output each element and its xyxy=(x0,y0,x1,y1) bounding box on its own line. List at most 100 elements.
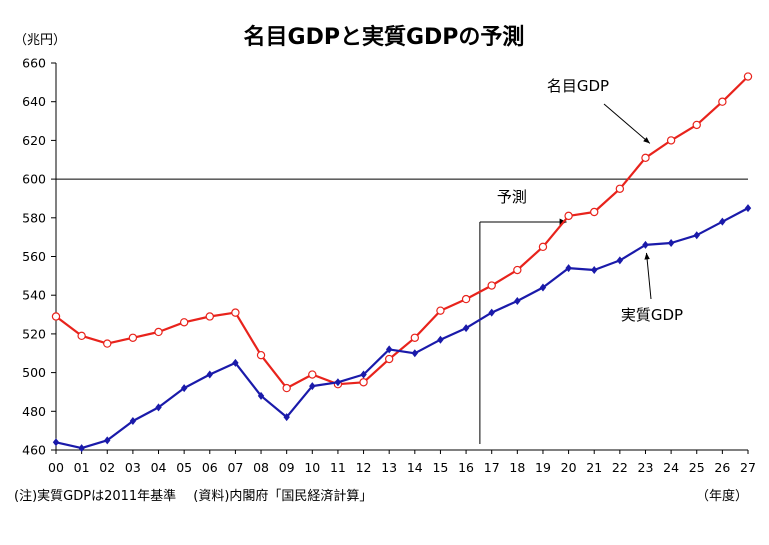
x-tick-label: 11 xyxy=(330,460,346,475)
series-1-point xyxy=(283,413,290,422)
series-1-point xyxy=(744,204,752,213)
series-1-point xyxy=(462,324,470,333)
x-tick-label: 08 xyxy=(253,460,269,475)
x-tick-label: 21 xyxy=(586,460,602,475)
x-tick-label: 17 xyxy=(484,460,500,475)
series-0-point xyxy=(692,120,701,130)
series-1-point xyxy=(437,335,444,344)
series-1-point xyxy=(52,438,60,447)
series-1-point xyxy=(719,217,726,226)
series-0-point xyxy=(461,294,471,304)
series-0-point xyxy=(51,312,61,321)
series-1-point xyxy=(642,240,649,249)
y-tick-label: 620 xyxy=(22,133,46,148)
series-1-point xyxy=(591,266,598,275)
series-1-point xyxy=(129,416,137,425)
y-tick-label: 500 xyxy=(22,365,46,380)
x-tick-label: 03 xyxy=(125,460,141,475)
x-tick-label: 16 xyxy=(458,460,474,475)
series-0-point xyxy=(179,318,189,327)
series-0-point xyxy=(487,281,496,290)
series-0-point xyxy=(282,383,291,393)
series-1-point xyxy=(360,370,367,379)
series-1-point xyxy=(488,308,495,317)
series-1-point xyxy=(104,436,111,445)
series-1-point xyxy=(334,378,342,387)
series-1-point xyxy=(180,384,188,393)
y-axis-unit: （兆円） xyxy=(14,33,66,48)
x-tick-label: 15 xyxy=(432,460,448,475)
forecast-label: 予測 xyxy=(497,188,527,206)
real-pointer-head xyxy=(644,252,650,260)
series-0-point xyxy=(718,97,727,106)
y-tick-label: 640 xyxy=(22,94,46,109)
x-tick-label: 24 xyxy=(663,460,679,475)
x-tick-label: 26 xyxy=(714,460,730,475)
series-0-point xyxy=(308,370,317,379)
x-tick-label: 18 xyxy=(509,460,525,475)
series-0-point xyxy=(564,211,573,221)
series-1-point xyxy=(565,264,572,273)
series-0-point xyxy=(231,308,240,317)
series-1-point xyxy=(411,349,419,358)
series-0-point xyxy=(128,333,138,342)
x-tick-label: 09 xyxy=(279,460,295,475)
series-0-point xyxy=(77,331,86,341)
y-tick-label: 660 xyxy=(22,56,46,71)
series-0-point xyxy=(410,333,420,342)
y-tick-label: 480 xyxy=(22,404,46,419)
series-1-point xyxy=(232,358,239,367)
y-tick-label: 540 xyxy=(22,288,46,303)
x-tick-label: 25 xyxy=(689,460,705,475)
series-line-1 xyxy=(55,207,749,450)
series-0-point xyxy=(205,312,214,321)
series-label-nominal: 名目GDP xyxy=(547,77,609,95)
x-tick-label: 07 xyxy=(227,460,243,475)
series-0-point xyxy=(641,153,650,163)
series-1-point xyxy=(616,256,624,265)
x-tick-label: 14 xyxy=(407,460,423,475)
x-tick-label: 06 xyxy=(202,460,218,475)
y-tick-label: 460 xyxy=(22,443,46,458)
nominal-pointer-line xyxy=(603,103,651,144)
series-1-point xyxy=(206,370,213,379)
x-tick-label: 10 xyxy=(304,460,320,475)
x-tick-label: 23 xyxy=(638,460,654,475)
x-tick-label: 04 xyxy=(151,460,167,475)
series-1-point xyxy=(257,391,265,400)
plot-layer: 460 480 500 520 540 560 580 600 620 640 660 00 01 02 0… xyxy=(22,56,756,476)
chart-title: 名目GDPと実質GDPの予測 xyxy=(244,24,525,50)
y-tick-label: 520 xyxy=(22,326,46,341)
x-tick-label: 19 xyxy=(535,460,551,475)
x-tick-label: 13 xyxy=(381,460,397,475)
series-1-point xyxy=(693,231,700,240)
series-1-point xyxy=(539,283,547,292)
series-0-point xyxy=(590,207,599,217)
y-tick-label: 560 xyxy=(22,249,46,264)
series-0-point xyxy=(513,265,522,275)
series-0-point xyxy=(359,378,368,387)
series-0-point xyxy=(538,242,548,252)
series-0-point xyxy=(384,354,394,364)
series-0-point xyxy=(256,350,266,360)
x-tick-label: 20 xyxy=(561,460,577,475)
x-tick-label: 12 xyxy=(356,460,372,475)
series-1-point xyxy=(385,345,393,354)
series-0-point xyxy=(615,184,625,193)
series-0-point xyxy=(666,136,676,145)
x-tick-label: 27 xyxy=(740,460,756,475)
series-1-point xyxy=(78,444,85,453)
chart-note: (注)実質GDPは2011年基準 (資料)内閣府「国民経済計算」 xyxy=(14,488,372,504)
y-tick-label: 600 xyxy=(22,172,46,187)
x-tick-label: 02 xyxy=(99,460,115,475)
series-0-point xyxy=(743,72,753,81)
series-label-real: 実質GDP xyxy=(621,306,683,324)
x-tick-label: 00 xyxy=(48,460,64,475)
x-tick-label: 05 xyxy=(176,460,192,475)
nominal-pointer-head xyxy=(643,137,650,144)
series-1-point xyxy=(309,382,316,391)
x-tick-label: 01 xyxy=(74,460,90,475)
x-tick-label: 22 xyxy=(612,460,628,475)
